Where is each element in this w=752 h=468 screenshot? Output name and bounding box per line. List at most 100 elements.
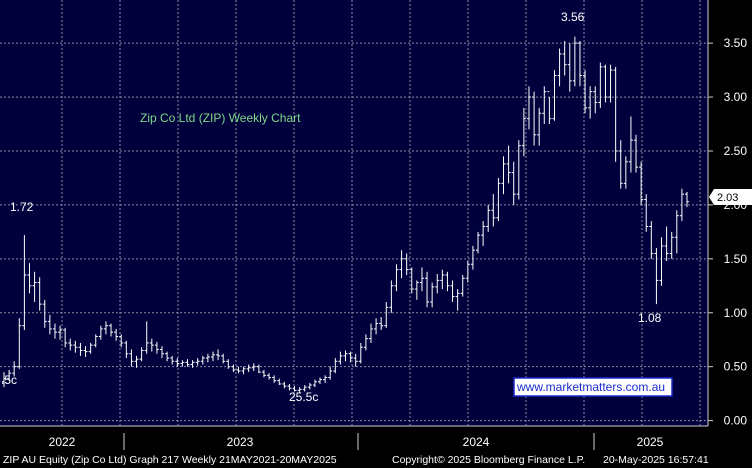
ohlc-bar	[608, 64, 613, 103]
ohlc-bar	[134, 355, 139, 368]
ohlc-bars	[2, 36, 689, 394]
ohlc-bar	[27, 263, 32, 294]
ohlc-bar	[628, 116, 633, 173]
ohlc-bar	[88, 342, 93, 354]
ohlc-bar	[532, 91, 537, 146]
ohlc-bar	[639, 161, 644, 205]
ohlc-bar	[83, 346, 88, 357]
ohlc-bar	[32, 271, 37, 302]
ohlc-bar	[221, 353, 226, 364]
ohlc-bar	[618, 140, 623, 189]
ohlc-bar	[149, 338, 154, 352]
ohlc-bar	[572, 36, 577, 87]
x-axis-ticks: 2022 2023 2024 2025	[49, 433, 664, 450]
ohlc-bar	[343, 350, 348, 362]
last-price-label: 2.03	[717, 192, 738, 204]
ohlc-bar	[98, 325, 103, 340]
ohlc-bar	[491, 194, 496, 227]
ohlc-bar	[42, 299, 47, 328]
ohlc-bar	[455, 289, 460, 311]
ohlc-bar	[516, 140, 521, 200]
y-tick-label: 1.00	[724, 306, 748, 320]
x-tick-label: 2022	[49, 435, 76, 449]
watermark-box: www.marketmatters.com.au	[513, 377, 673, 397]
ohlc-bar	[119, 334, 124, 348]
annotation-low-2025: 1.08	[638, 311, 662, 325]
ohlc-bar	[440, 269, 445, 290]
ohlc-bar	[547, 91, 552, 125]
ohlc-bar	[613, 66, 618, 162]
annotation-start-cents: .5c	[1, 373, 17, 387]
ohlc-bar	[384, 301, 389, 328]
ohlc-bar	[302, 385, 307, 392]
ohlc-bar	[124, 340, 129, 359]
ohlc-bar	[165, 351, 170, 362]
ohlc-bar	[450, 280, 455, 302]
ohlc-bar	[542, 86, 547, 125]
ohlc-bar	[476, 231, 481, 254]
ohlc-bar	[251, 363, 256, 371]
ohlc-bar	[12, 361, 17, 377]
ohlc-bar	[435, 273, 440, 294]
ohlc-bar	[399, 250, 404, 279]
ohlc-bar	[170, 355, 175, 365]
ohlc-bar	[409, 267, 414, 294]
ohlc-bar	[583, 70, 588, 114]
ohlc-bar	[389, 280, 394, 313]
ohlc-bar	[465, 260, 470, 283]
x-tick-label: 2024	[463, 435, 490, 449]
x-axis-panel	[0, 426, 752, 452]
y-axis-panel	[708, 0, 752, 426]
ohlc-bar	[185, 359, 190, 367]
ohlc-bar	[73, 340, 78, 353]
ohlc-bar	[7, 369, 12, 381]
ohlc-bar	[506, 145, 511, 184]
ohlc-bar	[114, 328, 119, 341]
ohlc-bar	[496, 177, 501, 222]
ohlc-bar	[47, 314, 52, 335]
y-tick-label: 0.50	[724, 360, 748, 374]
ohlc-bar	[129, 349, 134, 367]
ohlc-bar	[236, 366, 241, 374]
ohlc-bar	[623, 156, 628, 189]
ohlc-bar	[287, 383, 292, 391]
ohlc-bar	[292, 386, 297, 392]
ohlc-bar	[470, 245, 475, 270]
ohlc-bar	[190, 360, 195, 368]
ohlc-bar	[160, 346, 165, 359]
ohlc-bar	[180, 360, 185, 367]
ohlc-bar	[195, 358, 200, 366]
ohlc-bar	[282, 381, 287, 389]
ohlc-bar	[588, 86, 593, 119]
footer-security-info: ZIP AU Equity (Zip Co Ltd) Graph 217 Wee…	[3, 454, 337, 466]
plot-background	[0, 0, 708, 426]
ohlc-bar	[144, 321, 149, 354]
ohlc-bar	[603, 64, 608, 103]
ohlc-bar	[246, 364, 251, 373]
ohlc-bar	[368, 323, 373, 343]
chart-title: Zip Co Ltd (ZIP) Weekly Chart	[140, 111, 301, 125]
ohlc-bar	[175, 358, 180, 367]
ohlc-bar	[353, 353, 358, 367]
ohlc-bar	[674, 210, 679, 254]
annotation-low-2023: 25.5c	[289, 390, 318, 404]
ohlc-bar	[552, 70, 557, 121]
footer-copyright: Copyright© 2025 Bloomberg Finance L.P.	[392, 454, 585, 466]
ohlc-bar	[562, 40, 567, 76]
ohlc-bar	[2, 372, 6, 388]
ohlc-bar	[557, 48, 562, 87]
ohlc-bar	[460, 275, 465, 297]
ohlc-bar	[358, 342, 363, 364]
ohlc-bar	[521, 107, 526, 157]
footer-panel	[0, 452, 752, 468]
ohlc-bar	[634, 134, 639, 173]
ohlc-bar	[526, 86, 531, 130]
ohlc-bar	[644, 194, 649, 232]
ohlc-bar	[348, 351, 353, 363]
ohlc-bar	[404, 253, 409, 276]
ohlc-bar	[654, 248, 659, 305]
ohlc-bar	[109, 323, 114, 337]
ohlc-bar	[481, 221, 486, 246]
